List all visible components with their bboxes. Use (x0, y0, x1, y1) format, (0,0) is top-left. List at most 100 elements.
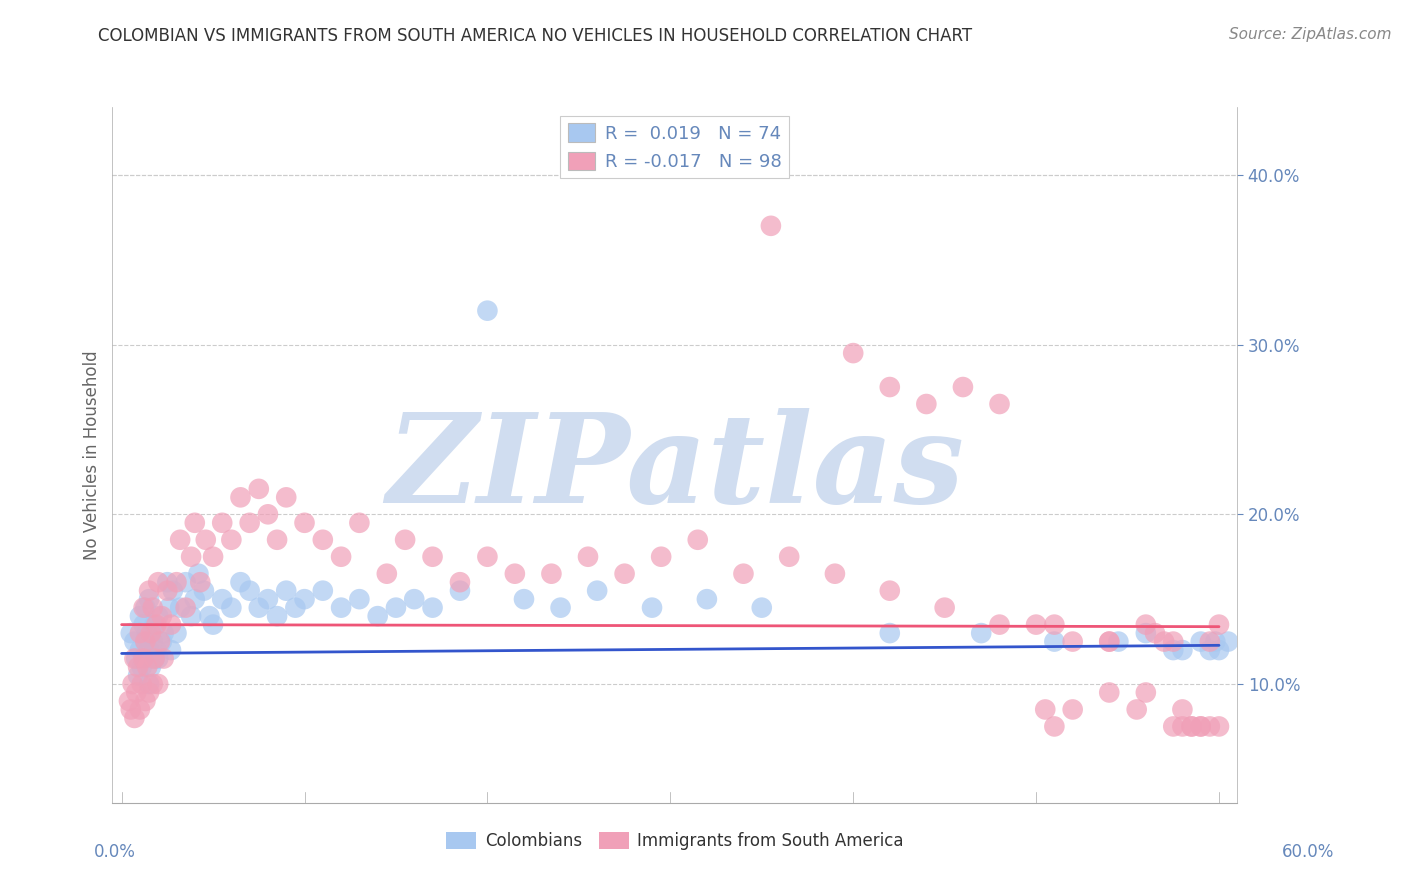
Point (934, 600, 956, 615)
Point (134, 600, 156, 615)
Point (166, 575, 188, 590)
Point (1135, 626, 1157, 640)
Point (276, 491, 298, 505)
Point (1171, 643, 1194, 657)
Point (247, 482, 270, 496)
Point (952, 380, 974, 394)
Point (157, 600, 180, 615)
Point (312, 583, 335, 598)
Point (138, 685, 160, 699)
Legend: Colombians, Immigrants from South America: Colombians, Immigrants from South Americ… (440, 826, 910, 857)
Point (1098, 634, 1121, 648)
Point (759, 219, 782, 233)
Point (449, 575, 471, 590)
Point (148, 575, 170, 590)
Point (162, 583, 184, 598)
Point (1043, 719, 1066, 733)
Point (136, 626, 159, 640)
Point (139, 660, 162, 674)
Point (148, 677, 170, 691)
Point (1189, 719, 1212, 733)
Point (120, 702, 142, 716)
Point (180, 609, 202, 624)
Point (169, 600, 191, 615)
Point (124, 651, 146, 665)
Point (145, 617, 167, 632)
Point (1107, 634, 1129, 648)
Point (367, 609, 389, 624)
Point (129, 609, 152, 624)
Point (1153, 634, 1175, 648)
Point (229, 575, 252, 590)
Point (132, 651, 155, 665)
Point (1161, 634, 1184, 648)
Point (221, 600, 243, 615)
Point (138, 592, 160, 607)
Point (970, 626, 993, 640)
Point (160, 617, 183, 632)
Point (198, 609, 221, 624)
Point (422, 600, 444, 615)
Point (160, 643, 183, 657)
Point (1171, 702, 1194, 716)
Point (152, 626, 174, 640)
Point (138, 677, 160, 691)
Point (1098, 634, 1121, 648)
Point (120, 626, 142, 640)
Y-axis label: No Vehicles in Household: No Vehicles in Household (83, 350, 101, 560)
Point (202, 549, 225, 564)
Point (124, 711, 146, 725)
Point (1198, 634, 1220, 648)
Point (1062, 702, 1084, 716)
Point (1180, 719, 1202, 733)
Point (477, 549, 499, 564)
Point (247, 600, 270, 615)
Point (1043, 617, 1066, 632)
Point (842, 346, 865, 360)
Point (239, 516, 262, 530)
Point (879, 583, 901, 598)
Point (143, 651, 166, 665)
Point (1033, 702, 1056, 716)
Point (586, 583, 609, 598)
Point (152, 651, 174, 665)
Point (349, 516, 371, 530)
Point (121, 677, 143, 691)
Point (184, 592, 207, 607)
Point (169, 533, 191, 547)
Point (294, 516, 316, 530)
Point (650, 549, 672, 564)
Point (1135, 685, 1157, 699)
Point (134, 634, 156, 648)
Point (449, 583, 471, 598)
Point (988, 617, 1011, 632)
Point (915, 397, 938, 411)
Point (211, 516, 233, 530)
Point (513, 592, 536, 607)
Point (1198, 643, 1220, 657)
Point (129, 626, 152, 640)
Point (257, 592, 280, 607)
Point (550, 600, 572, 615)
Point (824, 566, 846, 581)
Point (1143, 626, 1166, 640)
Point (134, 694, 156, 708)
Point (266, 609, 288, 624)
Point (778, 549, 800, 564)
Point (132, 617, 155, 632)
Point (696, 592, 718, 607)
Point (1198, 719, 1220, 733)
Point (1161, 643, 1184, 657)
Point (1043, 634, 1066, 648)
Point (1208, 617, 1230, 632)
Point (312, 533, 335, 547)
Point (229, 491, 252, 505)
Point (422, 549, 444, 564)
Point (131, 677, 153, 691)
Point (375, 566, 398, 581)
Point (1180, 719, 1202, 733)
Point (294, 592, 316, 607)
Point (1189, 719, 1212, 733)
Point (134, 634, 156, 648)
Point (404, 592, 426, 607)
